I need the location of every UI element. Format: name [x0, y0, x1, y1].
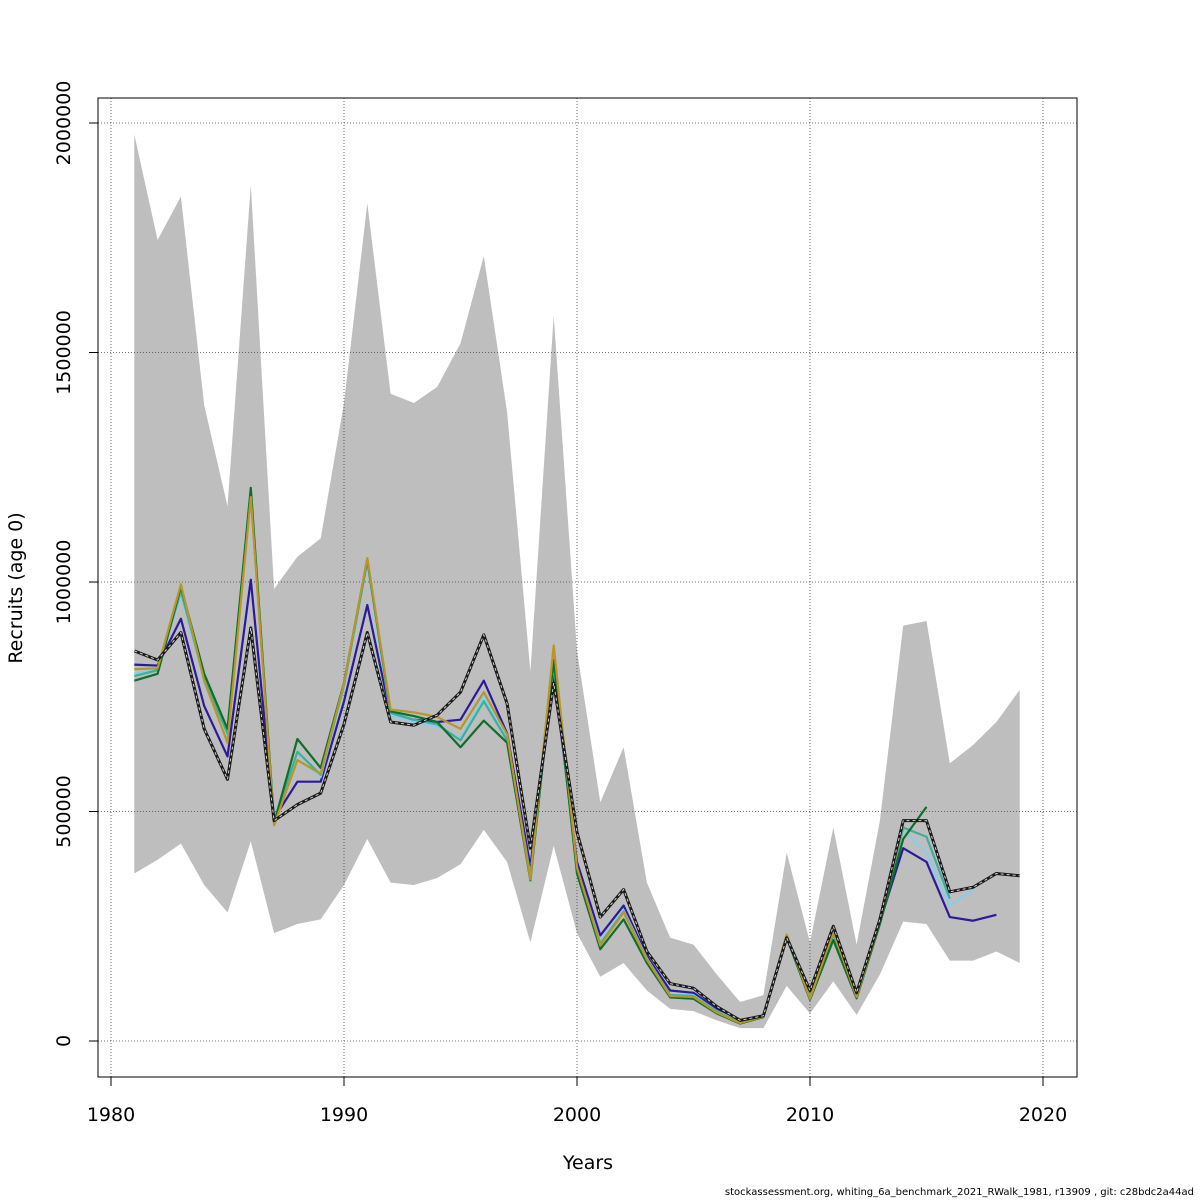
grid [98, 98, 1077, 1077]
series-line-5-dash [134, 627, 1020, 1021]
x-axis-title: Years [562, 1152, 613, 1174]
x-tick-label: 2010 [786, 1104, 834, 1126]
credit-footer: stockassessment.org, whiting_6a_benchmar… [724, 1187, 1194, 1198]
x-tick-label: 1980 [87, 1104, 135, 1126]
y-axis: 0 500000 1000000 1500000 2000000 [53, 81, 99, 1047]
y-tick-label: 1000000 [53, 540, 75, 625]
series-lines [133, 486, 1020, 1025]
x-tick-label: 2020 [1019, 1104, 1067, 1126]
x-axis: 1980 1990 2000 2010 2020 [87, 1076, 1067, 1126]
x-tick-label: 1990 [320, 1104, 368, 1126]
confidence-band [134, 134, 1020, 1029]
y-tick-label: 500000 [53, 775, 75, 848]
x-tick-label: 2000 [553, 1104, 601, 1126]
y-tick-label: 1500000 [53, 310, 75, 395]
confidence-band-area [134, 134, 1020, 1029]
y-axis-title: Recruits (age 0) [5, 512, 27, 663]
y-tick-label: 0 [53, 1035, 75, 1047]
y-tick-label: 2000000 [53, 81, 75, 166]
